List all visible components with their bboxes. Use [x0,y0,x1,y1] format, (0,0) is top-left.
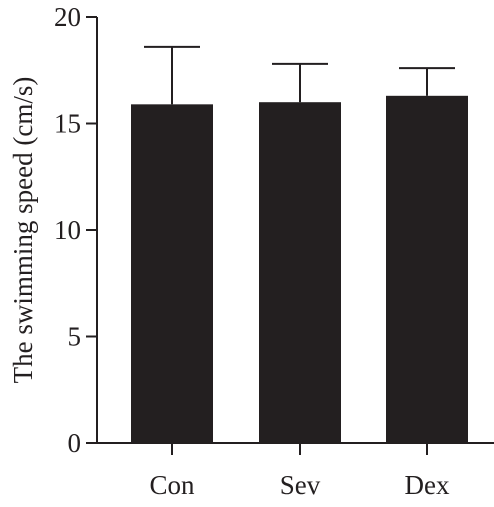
bar [386,95,468,443]
y-axis-title: The swimming speed (cm/s) [8,77,38,384]
bar [259,102,341,443]
y-tick-label: 20 [54,2,81,32]
x-axis-ticks: Con Sev Dex [149,443,450,500]
bars [131,95,468,443]
bar [131,104,213,443]
x-tick-label: Sev [280,470,321,500]
x-tick-label: Dex [405,470,450,500]
y-tick-label: 15 [54,109,81,139]
y-tick-label: 0 [68,428,82,458]
error-bars [144,45,455,105]
x-tick-label: Con [149,470,195,500]
y-tick-label: 5 [68,322,82,352]
y-axis-ticks: 0 5 10 15 20 [54,2,97,458]
y-tick-label: 10 [54,215,81,245]
